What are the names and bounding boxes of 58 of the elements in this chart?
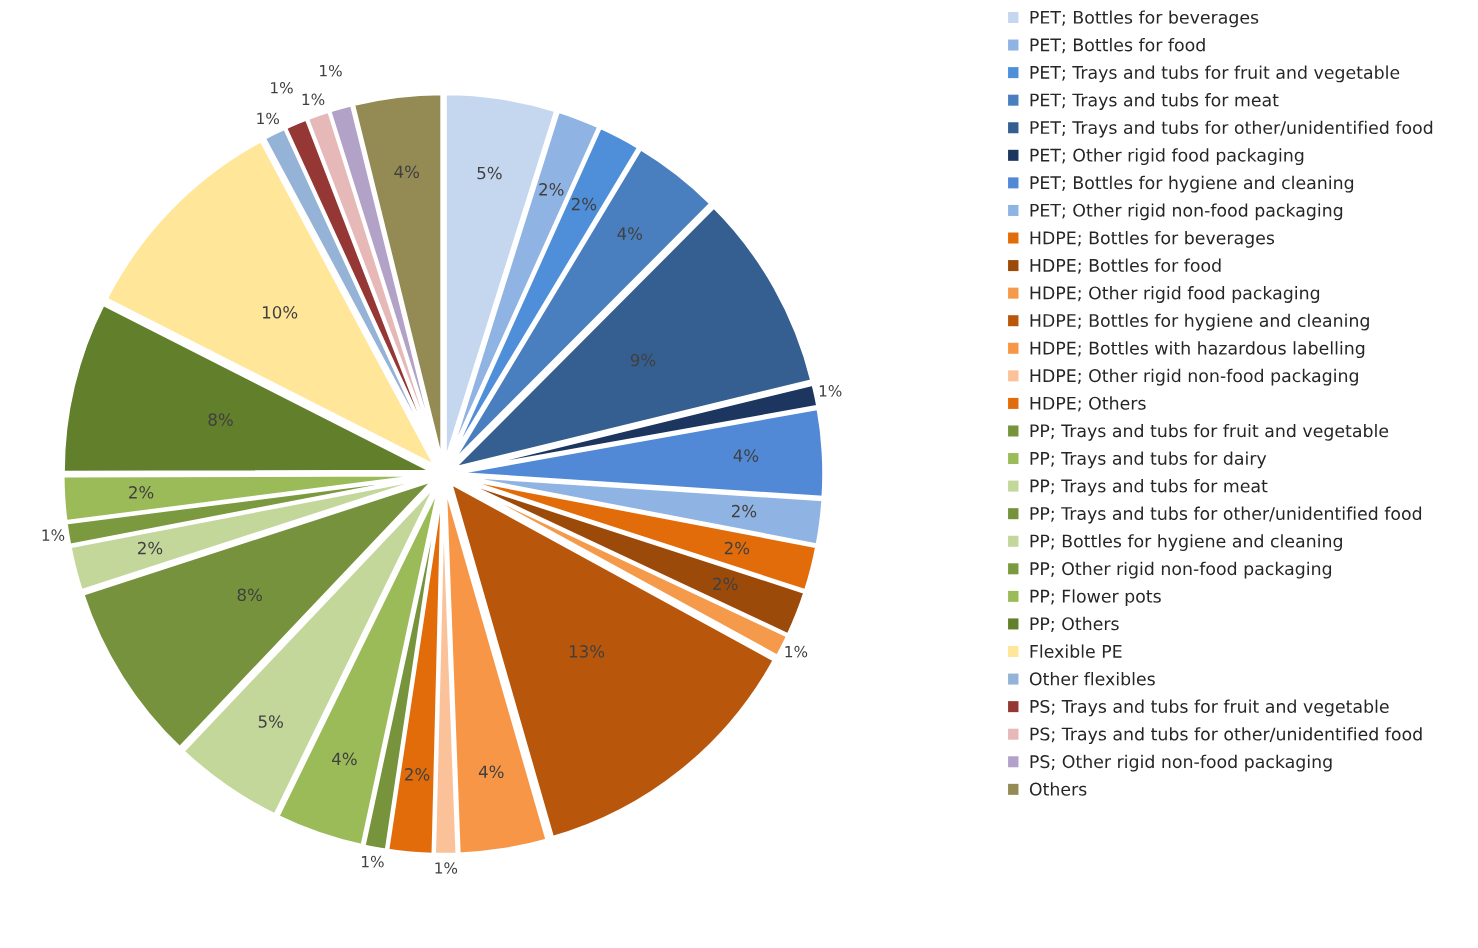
- legend-label: PP; Others: [1030, 616, 1119, 633]
- legend-label: HDPE; Other rigid non-food packaging: [1030, 368, 1358, 386]
- data-label: 2%: [137, 541, 163, 555]
- data-label: 9%: [630, 353, 656, 367]
- legend-label: PS; Trays and tubs for fruit and vegetable: [1030, 699, 1389, 717]
- legend-label: HDPE; Bottles for beverages: [1030, 230, 1275, 248]
- data-label: 4%: [478, 765, 504, 779]
- legend-label: PP; Trays and tubs for other/unidentified food: [1030, 506, 1422, 524]
- data-label: 5%: [258, 715, 283, 728]
- legend-label: PET; Trays and tubs for meat: [1030, 93, 1279, 110]
- legend-label: Other flexibles: [1029, 672, 1155, 686]
- legend-label: PET; Other rigid non-food packaging: [1030, 203, 1343, 221]
- legend-label: HDPE; Other rigid food packaging: [1030, 286, 1320, 303]
- legend-label: Flexible PE: [1030, 644, 1122, 658]
- data-label: 10%: [262, 306, 298, 319]
- legend-label: PP; Flower pots: [1030, 589, 1161, 607]
- data-label: 2%: [539, 183, 564, 196]
- legend-label: Others: [1029, 782, 1087, 796]
- data-label: 4%: [617, 227, 643, 240]
- data-label: 1%: [42, 529, 65, 541]
- legend-label: PP; Other rigid non-food packaging: [1030, 561, 1332, 579]
- data-label: 4%: [733, 449, 759, 462]
- data-label: 2%: [129, 486, 154, 499]
- legend-label: PET; Bottles for hygiene and cleaning: [1030, 175, 1354, 193]
- legend-label: PS; Trays and tubs for other/unidentified food: [1030, 727, 1422, 744]
- data-label: 2%: [713, 577, 738, 591]
- data-label: 2%: [731, 504, 757, 518]
- data-label: 8%: [208, 413, 233, 426]
- legend-label: HDPE; Bottles for food: [1030, 258, 1221, 274]
- data-label: 1%: [362, 855, 384, 868]
- data-label: 1%: [435, 862, 458, 874]
- legend-label: HDPE; Others: [1030, 396, 1146, 412]
- data-label: 8%: [237, 588, 262, 602]
- legend-label: HDPE; Bottles for hygiene and cleaning: [1030, 313, 1369, 331]
- data-label: 1%: [302, 93, 325, 106]
- data-label: 4%: [394, 165, 420, 179]
- data-label: 1%: [785, 645, 808, 658]
- legend-label: PP; Trays and tubs for fruit and vegetable: [1030, 423, 1389, 441]
- data-label: 4%: [332, 752, 357, 766]
- data-label: 1%: [819, 385, 842, 397]
- legend-label: PP; Trays and tubs for meat: [1030, 479, 1268, 496]
- data-label: 5%: [477, 166, 502, 180]
- legend-label: PP; Trays and tubs for dairy: [1030, 451, 1267, 469]
- legend-label: PET; Bottles for beverages: [1030, 10, 1259, 28]
- legend-label: PS; Other rigid non-food packaging: [1030, 754, 1332, 772]
- data-label: 2%: [405, 768, 430, 781]
- legend-label: PET; Trays and tubs for other/unidentified food: [1030, 120, 1433, 138]
- legend-label: PET; Bottles for food: [1030, 37, 1205, 54]
- data-label: 1%: [271, 82, 293, 94]
- legend-label: HDPE; Bottles with hazardous labelling: [1030, 341, 1365, 359]
- data-label: 1%: [257, 112, 280, 125]
- data-label: 1%: [320, 64, 342, 77]
- legend-label: PP; Bottles for hygiene and cleaning: [1030, 534, 1342, 551]
- data-label: 2%: [724, 541, 750, 555]
- data-label: 2%: [571, 197, 597, 211]
- legend-label: PET; Trays and tubs for fruit and vegetable: [1030, 65, 1400, 83]
- legend-label: PET; Other rigid food packaging: [1030, 148, 1304, 166]
- data-label: 13%: [569, 645, 605, 658]
